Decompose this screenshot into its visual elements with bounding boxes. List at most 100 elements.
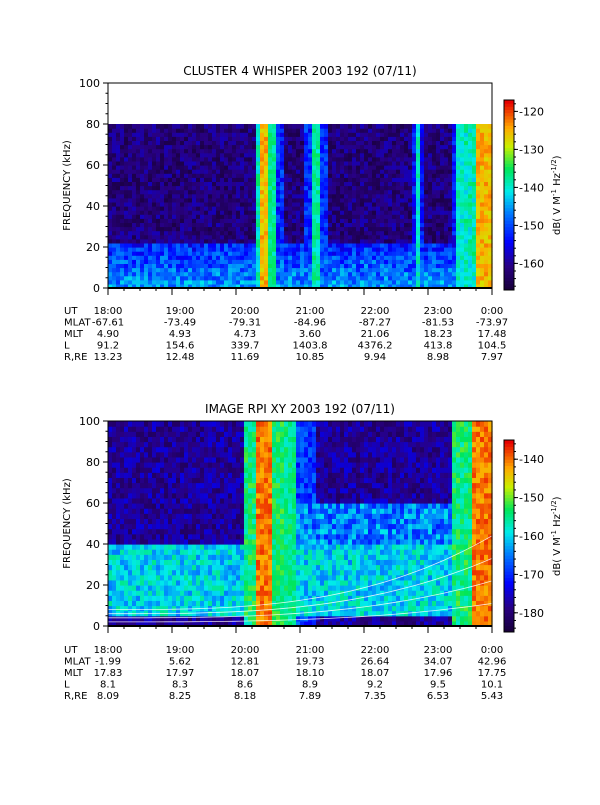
spectrogram-cell — [396, 145, 401, 150]
spectrogram-cell — [140, 483, 145, 489]
spectrogram-cell — [368, 227, 373, 232]
colorbar-swatch — [504, 103, 514, 107]
colorbar-tick-label: -130 — [519, 143, 544, 156]
spectrogram-cell — [220, 231, 225, 236]
spectrogram-cell — [176, 431, 181, 437]
spectrogram-cell — [428, 173, 433, 178]
spectrogram-cell — [388, 169, 393, 174]
spectrogram-cell — [460, 149, 465, 154]
spectrogram-cell — [472, 145, 477, 150]
spectrogram-cell — [124, 124, 129, 129]
spectrogram-cell — [340, 140, 345, 145]
spectrogram-cell — [156, 263, 161, 268]
spectrogram-cell — [400, 202, 405, 207]
spectrogram-cell — [144, 210, 149, 215]
spectrogram-cell — [464, 243, 469, 248]
spectrogram-cell — [152, 210, 157, 215]
spectrogram-cell — [356, 268, 361, 273]
spectrogram-cell — [368, 235, 373, 240]
spectrogram-cell — [116, 426, 121, 432]
spectrogram-cell — [164, 210, 169, 215]
spectrogram-cell — [468, 231, 473, 236]
spectrogram-cell — [124, 585, 129, 591]
spectrogram-cell — [296, 181, 301, 186]
spectrogram-cell — [212, 177, 217, 182]
spectrogram-cell — [192, 595, 197, 601]
spectrogram-cell — [156, 529, 161, 535]
spectrogram-cell — [168, 214, 173, 219]
spectrogram-cell — [148, 483, 153, 489]
spectrogram-cell — [108, 452, 113, 458]
spectrogram-cell — [432, 231, 437, 236]
spectrogram-cell — [288, 222, 293, 227]
spectrogram-cell — [424, 239, 429, 244]
spectrogram-cell — [228, 190, 233, 195]
spectrogram-cell — [144, 457, 149, 463]
spectrogram-cell — [196, 508, 201, 514]
spectrogram-cell — [456, 259, 461, 264]
ephemeris-value: 9.94 — [364, 352, 386, 363]
spectrogram-cell — [420, 202, 425, 207]
spectrogram-cell — [156, 214, 161, 219]
spectrogram-cell — [180, 457, 185, 463]
spectrogram-cell — [136, 186, 141, 191]
spectrogram-cell — [272, 165, 277, 170]
spectrogram-cell — [476, 161, 481, 166]
spectrogram-cell — [380, 153, 385, 158]
spectrogram-cell — [352, 243, 357, 248]
spectrogram-cell — [228, 272, 233, 277]
spectrogram-cell — [428, 124, 433, 129]
spectrogram-cell — [164, 190, 169, 195]
colorbar-swatch — [504, 274, 514, 278]
spectrogram-cell — [172, 194, 177, 199]
spectrogram-cell — [204, 165, 209, 170]
spectrogram-cell — [168, 181, 173, 186]
spectrogram-cell — [208, 132, 213, 137]
spectrogram-cell — [120, 518, 125, 524]
spectrogram-cell — [200, 575, 205, 581]
spectrogram-cell — [452, 206, 457, 211]
spectrogram-cell — [132, 153, 137, 158]
spectrogram-cell — [176, 268, 181, 273]
spectrogram-cell — [292, 239, 297, 244]
spectrogram-cell — [128, 483, 133, 489]
spectrogram-cell — [180, 263, 185, 268]
spectrogram-cell — [312, 280, 317, 285]
spectrogram-cell — [440, 169, 445, 174]
spectrogram-cell — [432, 173, 437, 178]
spectrogram-cell — [128, 157, 133, 162]
spectrogram-cell — [136, 198, 141, 203]
spectrogram-cell — [156, 442, 161, 448]
spectrogram-cell — [400, 169, 405, 174]
spectrogram-cell — [476, 198, 481, 203]
spectrogram-cell — [280, 132, 285, 137]
spectrogram-cell — [244, 128, 249, 133]
spectrogram-cell — [260, 140, 265, 145]
spectrogram-cell — [156, 426, 161, 432]
spectrogram-cell — [348, 140, 353, 145]
spectrogram-cell — [256, 239, 261, 244]
spectrogram-cell — [268, 227, 273, 232]
spectrogram-cell — [236, 124, 241, 129]
spectrogram-cell — [196, 136, 201, 141]
spectrogram-cell — [116, 235, 121, 240]
spectrogram-cell — [180, 206, 185, 211]
spectrogram-cell — [192, 467, 197, 473]
spectrogram-cell — [424, 214, 429, 219]
spectrogram-cell — [152, 565, 157, 571]
colorbar-swatch — [504, 217, 514, 221]
spectrogram-cell — [108, 157, 113, 162]
spectrogram-cell — [192, 462, 197, 468]
spectrogram-cell — [344, 186, 349, 191]
spectrogram-cell — [136, 165, 141, 170]
spectrogram-cell — [116, 565, 121, 571]
spectrogram-cell — [140, 600, 145, 606]
spectrogram-cell — [392, 255, 397, 260]
spectrogram-cell — [308, 243, 313, 248]
spectrogram-cell — [440, 177, 445, 182]
spectrogram-cell — [160, 472, 165, 478]
spectrogram-cell — [144, 177, 149, 182]
spectrogram-cell — [360, 259, 365, 264]
spectrogram-cell — [148, 457, 153, 463]
spectrogram-cell — [360, 255, 365, 260]
